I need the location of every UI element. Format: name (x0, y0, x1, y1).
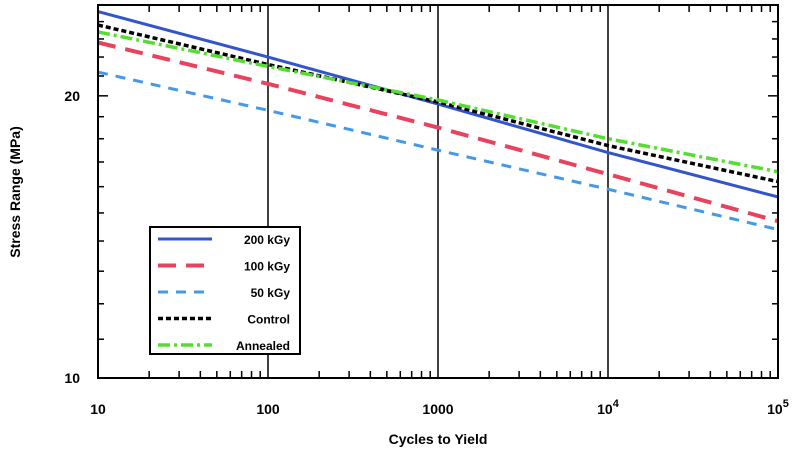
plot-frame (97, 4, 779, 379)
axis-ticks (98, 4, 778, 378)
series-line-200-kgy (97, 10, 779, 199)
x-tick-label: 104 (597, 398, 620, 417)
legend-label: 100 kGy (244, 260, 290, 274)
x-tick-label: 100 (256, 401, 280, 417)
y-tick-label: 10 (64, 370, 80, 386)
grid-lines (267, 5, 609, 378)
x-tick-labels: 10 100 1000 104 105 (90, 398, 789, 417)
y-tick-labels: 10 20 (64, 88, 80, 386)
x-tick-label: 1000 (422, 401, 453, 417)
legend-label: Control (247, 313, 290, 327)
x-axis-label: Cycles to Yield (389, 431, 488, 447)
legend-label: 200 kGy (244, 233, 290, 247)
series-line-50-kgy (97, 70, 779, 232)
series-lines (97, 10, 779, 232)
tick-exponent: 4 (613, 398, 620, 410)
tick-exponent: 5 (783, 398, 789, 410)
legend-box (149, 226, 301, 355)
x-tick-label: 10 (90, 401, 106, 417)
series-line-annealed (97, 30, 779, 174)
series-line-control (97, 23, 779, 184)
legend: 200 kGy 100 kGy 50 kGy Control Annealed (149, 226, 301, 355)
y-tick-label: 20 (64, 88, 80, 104)
series-line-100-kgy (97, 40, 779, 224)
y-axis-label: Stress Range (MPa) (7, 126, 23, 257)
legend-label: 50 kGy (251, 286, 291, 300)
legend-label: Annealed (236, 339, 290, 353)
x-tick-label: 105 (767, 398, 789, 417)
